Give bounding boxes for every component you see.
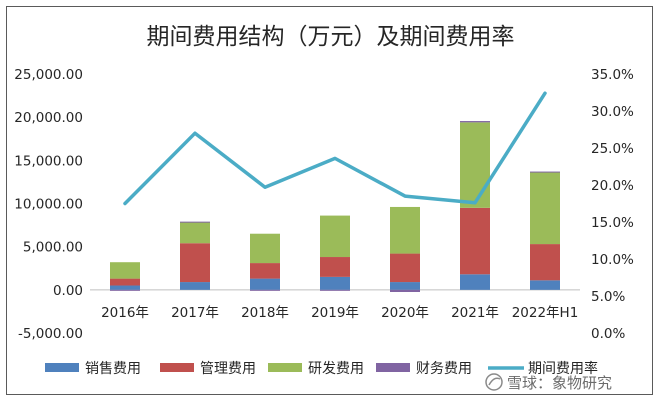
bar-销售费用-2020年 [390,282,420,290]
left-tick-label: 15,000.00 [14,153,83,169]
legend-swatch [45,363,79,372]
bar-销售费用-2017年 [180,282,210,290]
bar-销售费用-2021年 [460,274,490,290]
bar-财务费用-2019年 [320,289,350,291]
legend-label: 期间费用率 [528,360,598,377]
legend-label: 研发费用 [308,361,364,377]
bar-财务费用-2020年 [390,289,420,292]
bar-管理费用-2021年 [460,207,490,275]
x-tick-label: 2021年 [451,305,499,321]
bar-销售费用-2022年H1 [530,280,560,290]
x-tick-label: 2016年 [101,305,149,321]
chart-title: 期间费用结构（万元）及期间费用率 [146,24,515,50]
watermark-text: 雪球：象物研究 [507,374,612,392]
legend-swatch [160,363,194,372]
right-tick-label: 5.0% [591,289,625,305]
right-tick-label: 0.0% [591,326,625,342]
left-tick-label: 0.00 [53,283,83,299]
x-tick-label: 2019年 [311,305,359,321]
bar-研发费用-2020年 [390,206,420,254]
right-tick-label: 15.0% [591,215,634,231]
left-tick-label: 20,000.00 [14,110,83,126]
bar-财务费用-2017年 [180,221,210,223]
bar-财务费用-2016年 [110,289,140,291]
bar-财务费用-2021年 [460,121,490,123]
bar-研发费用-2019年 [320,215,350,258]
x-tick-label: 2018年 [241,305,289,321]
bar-研发费用-2022年H1 [530,172,560,245]
x-tick-label: 2017年 [171,305,219,321]
legend-swatch [376,363,410,372]
watermark: 雪球：象物研究 [485,373,612,392]
right-tick-label: 20.0% [591,178,634,194]
legend-label: 财务费用 [416,361,472,377]
line-期间费用率 [123,91,547,206]
right-axis-ticks: 0.0% 5.0% 10.0% 15.0% 20.0% 25.0% 30.0% 35.0% [591,67,634,342]
bar-销售费用-2018年 [250,278,280,290]
bar-研发费用-2016年 [110,262,140,279]
left-tick-label: 5,000.00 [23,240,83,256]
snowball-icon [485,373,503,391]
bar-财务费用-2018年 [250,289,280,291]
right-tick-label: 25.0% [591,141,634,157]
x-tick-label: 2022年H1 [512,305,579,321]
chart-frame [6,6,653,395]
left-tick-label: 25,000.00 [14,67,83,83]
left-axis-ticks: -5,000.00 0.00 5,000.00 10,000.00 15,000.00 2… [14,67,83,342]
bar-管理费用-2019年 [320,257,350,277]
legend-label: 销售费用 [85,361,141,377]
snowball-icon-stroke [488,377,501,386]
left-tick-label: -5,000.00 [18,326,83,342]
bar-研发费用-2018年 [250,233,280,264]
bar-财务费用-2022年H1 [530,171,560,173]
bar-管理费用-2020年 [390,253,420,283]
legend: 销售费用 管理费用 研发费用 财务费用 期间费用率 [45,360,598,377]
x-tick-label: 2020年 [381,305,429,321]
bar-销售费用-2016年 [110,285,140,290]
right-tick-label: 30.0% [591,104,634,120]
x-axis-ticks: 2016年 2017年 2018年 2019年 2020年 2021年 2022年H1 [101,305,578,321]
legend-label: 管理费用 [200,361,256,377]
bar-管理费用-2022年H1 [530,244,560,281]
left-tick-label: 10,000.00 [14,197,83,213]
bar-研发费用-2017年 [180,222,210,244]
right-tick-label: 10.0% [591,252,634,268]
watermark-logo-icon [485,373,503,391]
bar-研发费用-2021年 [460,122,490,208]
plot-area [90,91,580,292]
legend-swatch [268,363,302,372]
bar-销售费用-2019年 [320,276,350,290]
bar-管理费用-2018年 [250,263,280,279]
bar-管理费用-2017年 [180,243,210,283]
right-tick-label: 35.0% [591,67,634,83]
bar-管理费用-2016年 [110,278,140,286]
